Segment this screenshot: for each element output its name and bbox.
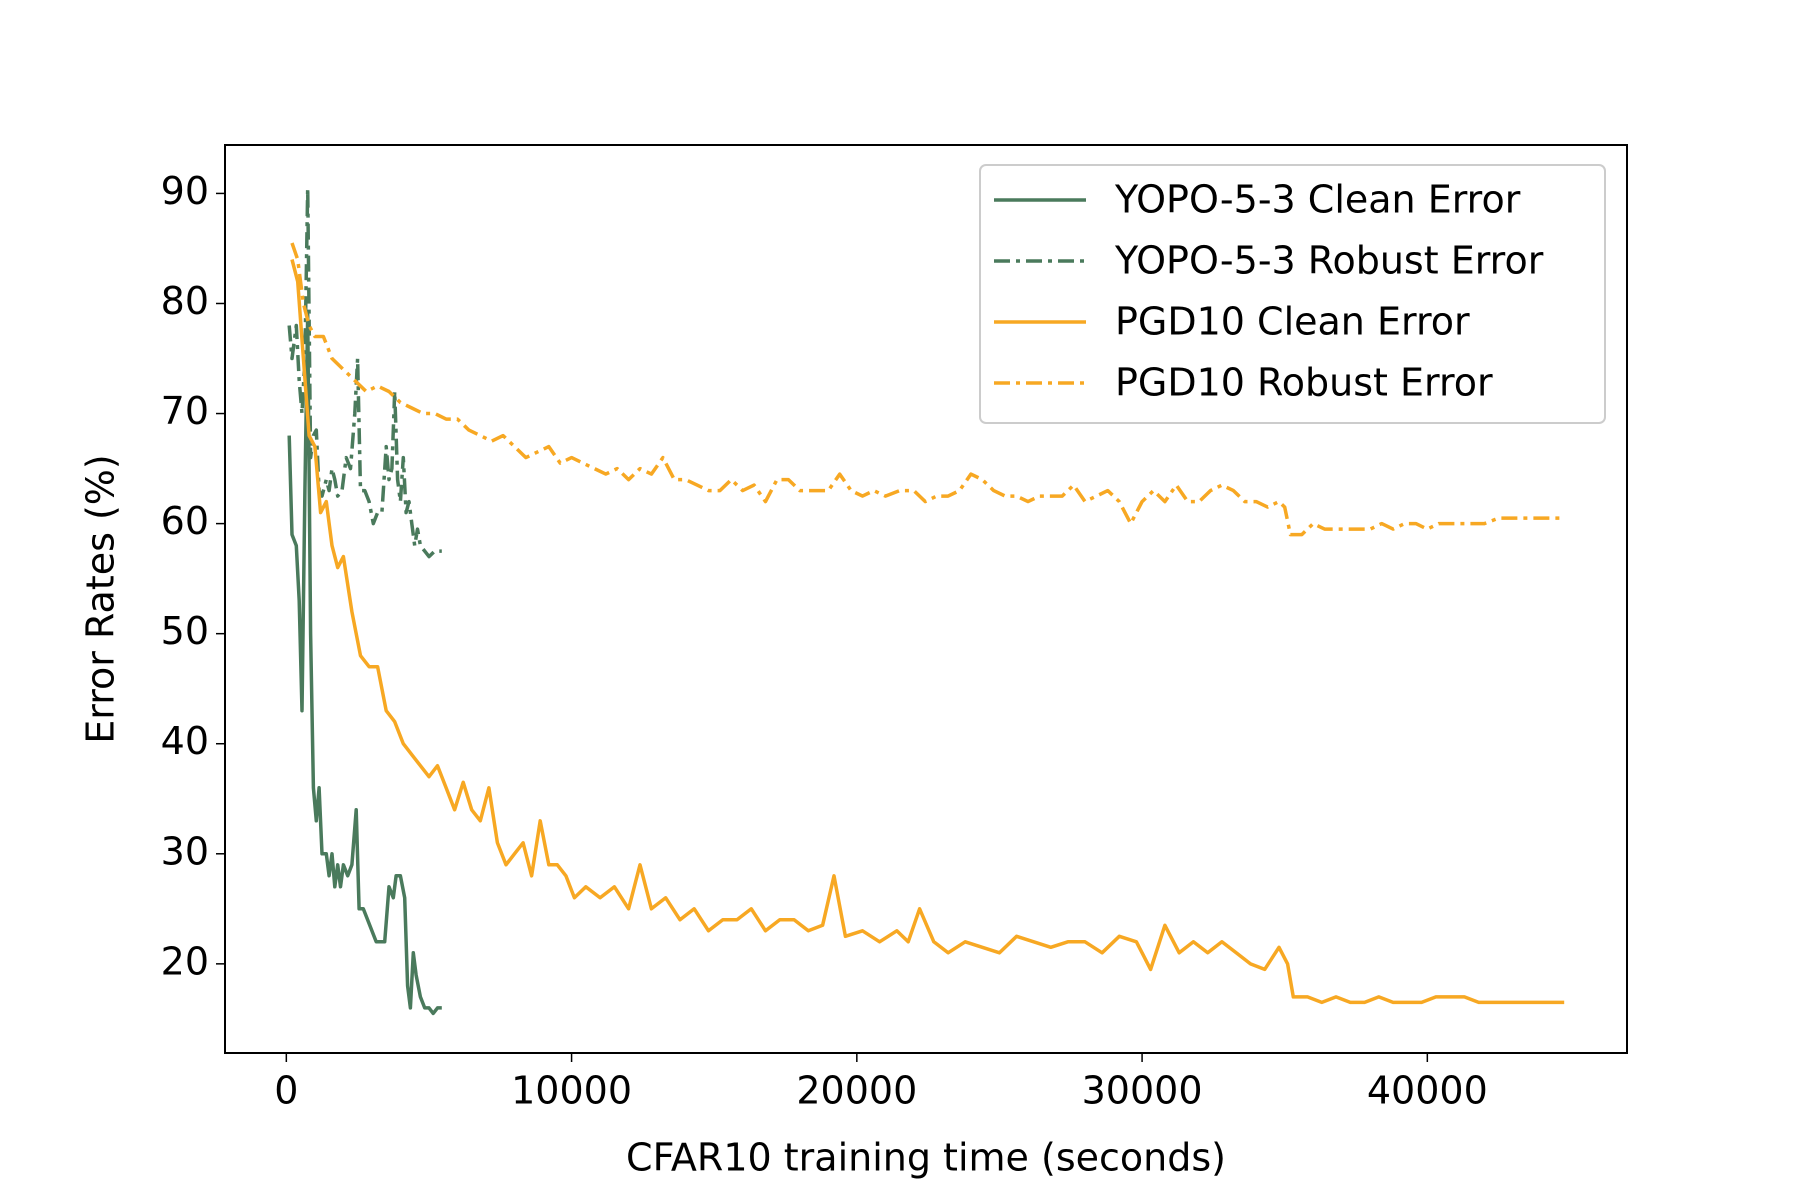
x-axis-label: CFAR10 training time (seconds) bbox=[626, 1136, 1226, 1180]
y-tick-label: 20 bbox=[161, 939, 209, 983]
x-tick-label: 20000 bbox=[796, 1069, 917, 1113]
y-tick-label: 30 bbox=[161, 829, 209, 873]
x-tick-label: 10000 bbox=[511, 1069, 632, 1113]
data-line bbox=[287, 186, 442, 559]
legend-label: PGD10 Robust Error bbox=[1115, 361, 1493, 405]
y-tick-label: 80 bbox=[161, 279, 209, 323]
legend-label: YOPO-5-3 Clean Error bbox=[1114, 178, 1521, 222]
data-line bbox=[290, 242, 1565, 537]
legend-box bbox=[979, 164, 1606, 424]
y-tick-label: 50 bbox=[161, 609, 209, 653]
x-tick-label: 0 bbox=[274, 1069, 298, 1113]
legend-label: YOPO-5-3 Robust Error bbox=[1114, 239, 1544, 283]
x-tick-label: 30000 bbox=[1082, 1069, 1203, 1113]
y-tick-label: 60 bbox=[161, 499, 209, 543]
data-line bbox=[290, 259, 1565, 1005]
y-tick-label: 40 bbox=[161, 719, 209, 763]
legend-label: PGD10 Clean Error bbox=[1115, 300, 1470, 344]
y-tick-label: 70 bbox=[161, 389, 209, 433]
y-axis-label: Error Rates (%) bbox=[79, 454, 123, 743]
y-tick-label: 90 bbox=[161, 169, 209, 213]
x-tick-label: 40000 bbox=[1367, 1069, 1488, 1113]
data-line bbox=[287, 312, 442, 1016]
plot-frame bbox=[224, 144, 1628, 1054]
